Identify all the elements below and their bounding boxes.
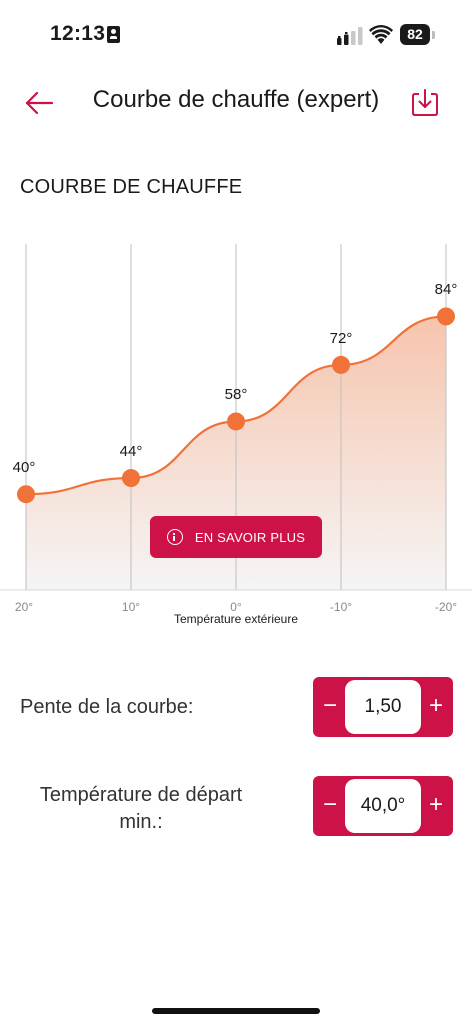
- back-button[interactable]: [22, 86, 56, 120]
- min-flow-temp-stepper: − 40,0° +: [313, 776, 453, 836]
- data-point: [437, 307, 455, 326]
- wifi-icon: [369, 25, 393, 44]
- heating-curve-chart: Température extérieure EN SAVOIR PLUS 40…: [0, 240, 472, 630]
- slope-increment-button[interactable]: +: [428, 692, 443, 719]
- data-point: [332, 355, 350, 374]
- contact-card-icon: [107, 26, 120, 43]
- status-time: 12:13: [50, 22, 106, 45]
- min-flow-temp-increment-button[interactable]: +: [428, 791, 443, 818]
- data-point-label: 84°: [434, 281, 458, 299]
- min-flow-temp-value[interactable]: 40,0°: [345, 779, 421, 833]
- arrow-left-icon: [25, 91, 54, 115]
- data-point: [17, 485, 35, 504]
- data-point: [227, 412, 245, 431]
- home-indicator[interactable]: [152, 1008, 320, 1014]
- battery-cap-icon: [432, 31, 435, 39]
- header: Courbe de chauffe (expert): [0, 72, 472, 132]
- slope-stepper: − 1,50 +: [313, 677, 453, 737]
- slope-decrement-button[interactable]: −: [322, 692, 337, 719]
- x-tick-label: 0°: [230, 600, 242, 614]
- min-flow-temp-label: Température de départ min.:: [20, 782, 262, 836]
- slope-label: Pente de la courbe:: [20, 696, 194, 718]
- status-bar: 12:13 82: [0, 0, 472, 70]
- learn-more-button[interactable]: EN SAVOIR PLUS: [150, 516, 322, 558]
- data-point-label: 40°: [12, 459, 36, 477]
- data-point-label: 72°: [329, 329, 353, 347]
- section-title: COURBE DE CHAUFFE: [20, 176, 243, 198]
- page-title: Courbe de chauffe (expert): [92, 86, 380, 113]
- download-tray-icon: [412, 89, 438, 116]
- heating-curve-plot: [0, 244, 472, 591]
- data-point-label: 58°: [224, 386, 248, 404]
- min-flow-temp-label-line2: min.:: [119, 811, 163, 833]
- slope-value[interactable]: 1,50: [345, 680, 421, 734]
- x-tick-label: 20°: [14, 600, 34, 614]
- x-axis-label: Température extérieure: [173, 612, 299, 626]
- data-point-label: 44°: [119, 443, 143, 461]
- x-tick-label: -20°: [434, 600, 458, 614]
- min-flow-temp-decrement-button[interactable]: −: [322, 791, 337, 818]
- info-circle-icon: [166, 529, 183, 545]
- data-point: [122, 469, 140, 488]
- x-tick-label: 10°: [121, 600, 141, 614]
- x-tick-label: -10°: [329, 600, 353, 614]
- learn-more-label: EN SAVOIR PLUS: [194, 529, 306, 545]
- battery-level: 82: [400, 24, 430, 45]
- min-flow-temp-label-line1: Température de départ: [39, 784, 243, 806]
- cellular-signal-icon: [337, 27, 363, 45]
- download-button[interactable]: [408, 86, 442, 120]
